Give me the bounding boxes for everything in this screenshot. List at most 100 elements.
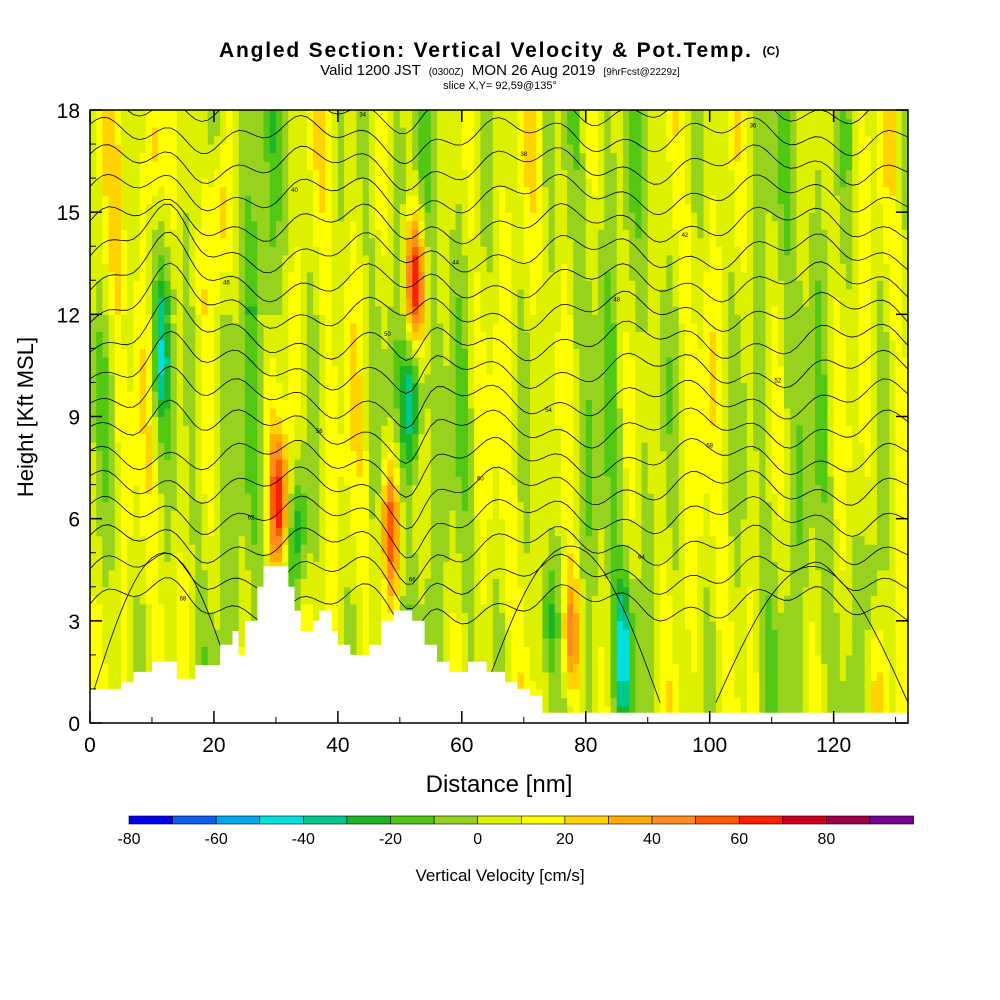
velocity-cell — [220, 195, 227, 205]
velocity-cell — [251, 586, 258, 596]
velocity-cell — [499, 399, 506, 409]
velocity-cell — [207, 595, 215, 605]
velocity-cell — [257, 425, 265, 435]
velocity-cell — [164, 263, 172, 273]
velocity-cell — [499, 169, 506, 179]
velocity-cell — [424, 493, 432, 503]
velocity-cell — [170, 135, 178, 145]
velocity-cell — [474, 586, 482, 596]
velocity-cell — [282, 561, 289, 571]
velocity-cell — [232, 527, 240, 537]
velocity-cell — [418, 442, 426, 452]
velocity-cell — [455, 620, 463, 630]
velocity-cell — [455, 212, 463, 222]
velocity-cell — [511, 620, 519, 630]
velocity-cell — [331, 331, 339, 341]
velocity-cell — [474, 220, 482, 230]
velocity-cell — [430, 280, 438, 290]
velocity-cell — [331, 442, 339, 452]
velocity-cell — [499, 161, 506, 171]
velocity-cell — [114, 297, 122, 307]
velocity-cell — [393, 518, 401, 528]
velocity-cell — [151, 373, 159, 384]
velocity-cell — [319, 510, 327, 520]
velocity-cell — [158, 271, 165, 281]
velocity-cell — [114, 339, 122, 349]
velocity-cell — [350, 322, 358, 332]
velocity-cell — [102, 484, 110, 494]
velocity-cell — [468, 161, 475, 171]
velocity-cell — [189, 169, 196, 179]
velocity-cell — [356, 612, 364, 622]
velocity-cell — [300, 254, 308, 264]
velocity-cell — [399, 535, 407, 545]
velocity-cell — [151, 467, 159, 477]
velocity-cell — [449, 382, 457, 392]
velocity-cell — [344, 152, 351, 162]
velocity-cell — [511, 254, 519, 264]
velocity-cell — [108, 612, 116, 622]
velocity-cell — [201, 322, 209, 332]
velocity-cell — [176, 467, 184, 477]
velocity-cell — [158, 433, 165, 443]
velocity-cell — [362, 271, 370, 281]
velocity-cell — [344, 433, 351, 443]
velocity-cell — [294, 493, 302, 503]
velocity-cell — [449, 365, 457, 375]
velocity-cell — [145, 271, 153, 281]
velocity-cell — [511, 637, 519, 647]
velocity-cell — [282, 178, 289, 188]
velocity-cell — [244, 459, 252, 469]
velocity-cell — [443, 476, 451, 486]
velocity-cell — [437, 322, 444, 332]
velocity-cell — [511, 288, 519, 298]
velocity-cell — [108, 271, 116, 281]
velocity-cell — [108, 442, 116, 452]
velocity-cell — [300, 220, 308, 230]
velocity-cell — [412, 535, 420, 545]
velocity-cell — [294, 433, 302, 443]
velocity-cell — [201, 527, 209, 537]
velocity-cell — [393, 535, 401, 545]
velocity-cell — [430, 373, 438, 384]
velocity-cell — [418, 110, 426, 120]
velocity-cell — [424, 229, 432, 239]
velocity-cell — [461, 442, 469, 452]
velocity-cell — [158, 390, 165, 401]
velocity-cell — [455, 425, 463, 435]
velocity-cell — [387, 169, 395, 179]
velocity-cell — [362, 373, 370, 384]
velocity-cell — [517, 561, 525, 571]
velocity-cell — [102, 510, 110, 520]
velocity-cell — [350, 110, 358, 120]
velocity-cell — [294, 552, 302, 562]
velocity-cell — [424, 339, 432, 349]
velocity-cell — [151, 365, 159, 375]
velocity-cell — [213, 561, 221, 571]
velocity-cell — [288, 484, 296, 494]
velocity-cell — [151, 203, 159, 213]
velocity-cell — [139, 510, 147, 520]
velocity-cell — [108, 407, 116, 418]
velocity-cell — [114, 603, 122, 613]
velocity-cell — [412, 144, 420, 154]
velocity-cell — [344, 339, 351, 349]
velocity-cell — [120, 254, 128, 264]
velocity-cell — [461, 356, 469, 367]
velocity-cell — [151, 578, 159, 588]
velocity-cell — [164, 459, 172, 469]
velocity-cell — [424, 152, 432, 162]
velocity-cell — [455, 629, 463, 639]
velocity-cell — [102, 246, 110, 256]
velocity-cell — [133, 663, 141, 673]
velocity-cell — [257, 493, 265, 503]
velocity-cell — [381, 459, 389, 469]
velocity-cell — [406, 254, 413, 264]
velocity-cell — [195, 220, 203, 230]
velocity-cell — [251, 433, 258, 443]
velocity-cell — [461, 169, 469, 179]
velocity-cell — [257, 459, 265, 469]
velocity-cell — [158, 629, 165, 639]
velocity-cell — [90, 110, 97, 120]
velocity-cell — [207, 510, 215, 520]
